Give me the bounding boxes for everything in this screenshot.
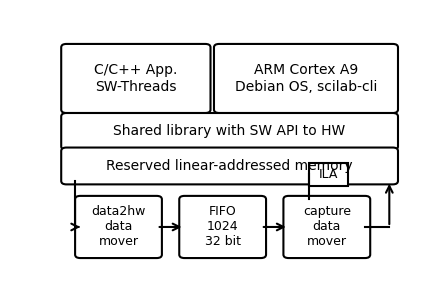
- Text: FIFO
1024
32 bit: FIFO 1024 32 bit: [205, 205, 241, 248]
- Text: ILA: ILA: [319, 167, 338, 181]
- Text: C/C++ App.
SW-Threads: C/C++ App. SW-Threads: [94, 63, 177, 94]
- Text: capture
data
mover: capture data mover: [303, 205, 351, 248]
- Text: Shared library with SW API to HW: Shared library with SW API to HW: [113, 124, 346, 138]
- Text: data2hw
data
mover: data2hw data mover: [91, 205, 146, 248]
- Text: Reserved linear-addressed memory: Reserved linear-addressed memory: [106, 159, 353, 173]
- FancyBboxPatch shape: [61, 113, 398, 150]
- FancyBboxPatch shape: [179, 196, 266, 258]
- FancyBboxPatch shape: [284, 196, 370, 258]
- FancyBboxPatch shape: [310, 163, 348, 185]
- FancyBboxPatch shape: [214, 44, 398, 113]
- Text: ARM Cortex A9
Debian OS, scilab-cli: ARM Cortex A9 Debian OS, scilab-cli: [235, 63, 377, 94]
- FancyBboxPatch shape: [75, 196, 162, 258]
- FancyBboxPatch shape: [61, 44, 211, 113]
- FancyBboxPatch shape: [61, 147, 398, 184]
